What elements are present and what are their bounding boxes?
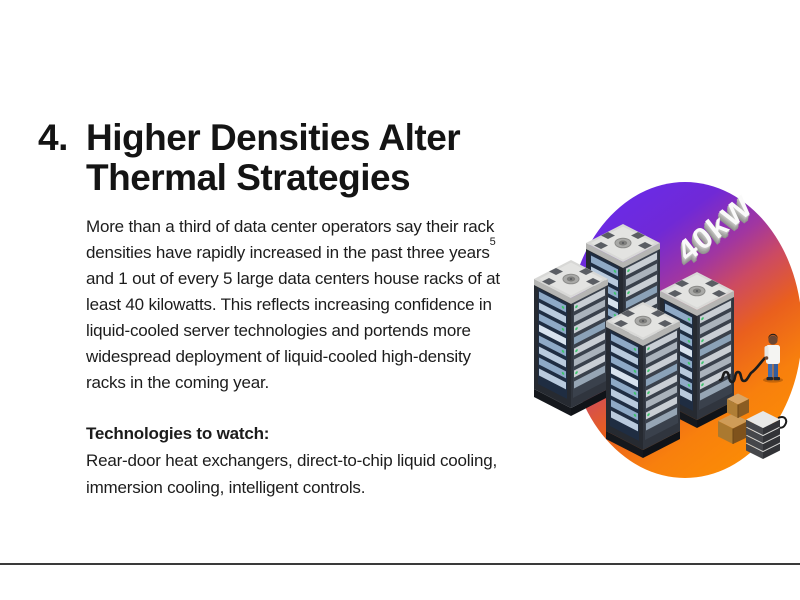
divider-rule xyxy=(0,563,800,565)
paragraph-text: More than a third of data center operato… xyxy=(86,217,495,262)
server-stack-icon xyxy=(746,411,788,459)
body-paragraph: More than a third of data center operato… xyxy=(86,214,510,396)
page-title-line1: Higher Densities Alter xyxy=(86,117,461,158)
page-title-line2: Thermal Strategies xyxy=(86,157,411,198)
data-center-illustration: 40kW xyxy=(520,160,800,500)
server-rack-icon xyxy=(605,301,681,459)
cardboard-boxes-icon xyxy=(718,393,749,444)
page-title: Higher Densities Alter Thermal Strategie… xyxy=(86,117,461,198)
worker-person-icon xyxy=(763,333,783,383)
cable-icon xyxy=(718,354,769,384)
section-heading: 4. Higher Densities Alter Thermal Strate… xyxy=(38,117,461,198)
watch-items: Rear-door heat exchangers, direct-to-chi… xyxy=(86,451,497,497)
server-rack-icon xyxy=(533,259,609,417)
technologies-to-watch: Technologies to watch: Rear-door heat ex… xyxy=(86,420,510,501)
footnote-marker: 5 xyxy=(489,236,496,249)
illustration-canvas xyxy=(533,182,800,478)
paragraph-text-continued: and 1 out of every 5 large data centers … xyxy=(86,269,500,392)
section-number: 4. xyxy=(38,117,68,158)
watch-label: Technologies to watch: xyxy=(86,424,270,443)
